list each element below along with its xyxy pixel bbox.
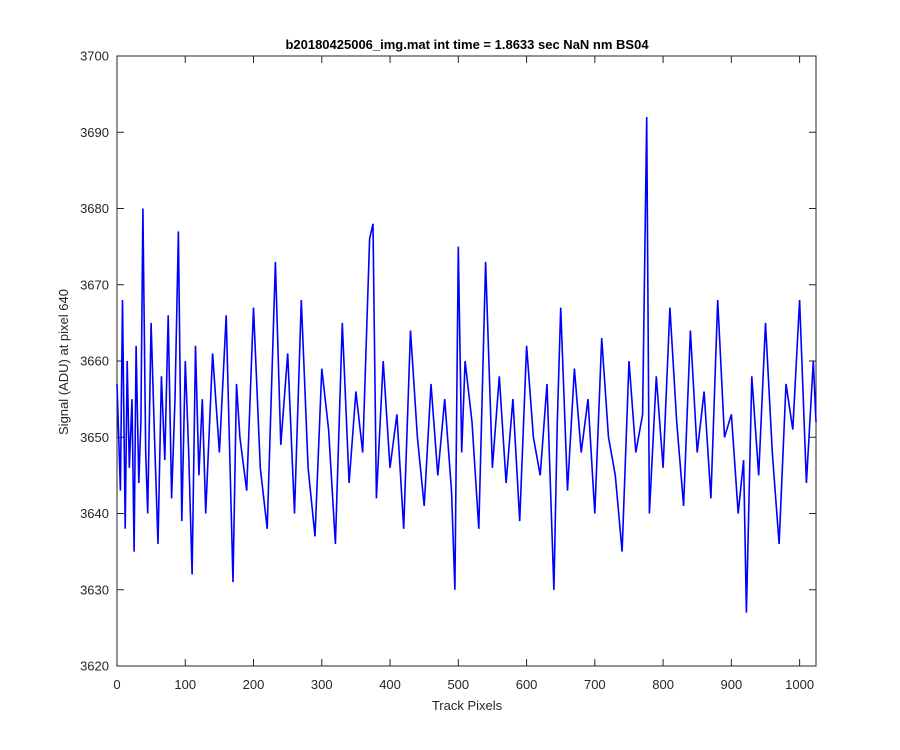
x-axis-label: Track Pixels bbox=[432, 698, 503, 713]
y-tick-label: 3620 bbox=[80, 659, 109, 674]
series-line bbox=[116, 116, 817, 613]
plot-area: 0 100 200 300 400 500 600 700 800 900 1000 3620 3630… bbox=[80, 49, 817, 692]
chart-title: b20180425006_img.mat int time = 1.8633 s… bbox=[285, 37, 649, 52]
x-tick-label: 500 bbox=[447, 677, 469, 692]
y-tick-label: 3670 bbox=[80, 277, 109, 292]
x-tick-label: 200 bbox=[243, 677, 265, 692]
y-tick-label: 3630 bbox=[80, 582, 109, 597]
x-tick-label: 600 bbox=[516, 677, 538, 692]
y-tick-label: 3650 bbox=[80, 430, 109, 445]
y-tick-label: 3660 bbox=[80, 354, 109, 369]
y-axis-label: Signal (ADU) at pixel 640 bbox=[56, 289, 71, 435]
x-tick-label: 900 bbox=[721, 677, 743, 692]
x-tick-label: 1000 bbox=[785, 677, 814, 692]
y-tick-label: 3690 bbox=[80, 125, 109, 140]
y-tick-label: 3640 bbox=[80, 506, 109, 521]
x-tick-label: 700 bbox=[584, 677, 606, 692]
y-tick-label: 3700 bbox=[80, 49, 109, 64]
x-tick-label: 400 bbox=[379, 677, 401, 692]
x-tick-label: 300 bbox=[311, 677, 333, 692]
y-tick-label: 3680 bbox=[80, 201, 109, 216]
x-tick-label: 100 bbox=[174, 677, 196, 692]
x-tick-label: 800 bbox=[652, 677, 674, 692]
x-tick-label: 0 bbox=[113, 677, 120, 692]
